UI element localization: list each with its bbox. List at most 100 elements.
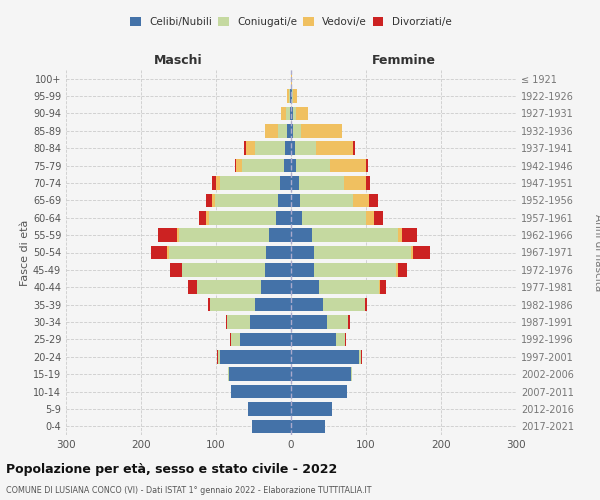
Bar bbox=[215, 194, 278, 207]
Bar bbox=[231, 332, 240, 346]
Bar bbox=[284, 159, 291, 172]
Legend: Celibi/Nubili, Coniugati/e, Vedovi/e, Divorziati/e: Celibi/Nubili, Coniugati/e, Vedovi/e, Di… bbox=[130, 17, 452, 27]
Bar bbox=[177, 228, 179, 242]
Bar bbox=[369, 194, 378, 207]
Bar bbox=[291, 124, 293, 138]
Bar bbox=[218, 350, 220, 364]
Bar bbox=[212, 194, 215, 207]
Bar bbox=[291, 90, 292, 103]
Bar bbox=[314, 263, 396, 276]
Bar bbox=[289, 90, 290, 103]
Text: Maschi: Maschi bbox=[154, 54, 203, 66]
Bar bbox=[290, 106, 291, 120]
Bar bbox=[330, 159, 366, 172]
Bar bbox=[217, 350, 218, 364]
Bar bbox=[353, 142, 355, 155]
Bar bbox=[280, 176, 291, 190]
Bar bbox=[291, 350, 359, 364]
Bar bbox=[366, 211, 373, 224]
Bar bbox=[278, 124, 287, 138]
Bar bbox=[231, 385, 291, 398]
Bar bbox=[291, 228, 312, 242]
Bar bbox=[226, 315, 227, 329]
Bar bbox=[265, 124, 278, 138]
Text: Femmine: Femmine bbox=[371, 54, 436, 66]
Bar bbox=[220, 176, 280, 190]
Bar bbox=[299, 176, 343, 190]
Bar bbox=[287, 90, 289, 103]
Bar bbox=[291, 332, 336, 346]
Y-axis label: Anni di nascita: Anni di nascita bbox=[593, 214, 600, 291]
Bar bbox=[296, 106, 308, 120]
Bar bbox=[291, 211, 302, 224]
Bar bbox=[246, 142, 255, 155]
Bar bbox=[293, 106, 296, 120]
Bar bbox=[336, 332, 345, 346]
Bar bbox=[229, 368, 291, 381]
Bar bbox=[348, 315, 349, 329]
Bar bbox=[291, 142, 295, 155]
Bar bbox=[250, 315, 291, 329]
Bar bbox=[293, 90, 297, 103]
Bar bbox=[365, 298, 367, 312]
Bar bbox=[373, 211, 383, 224]
Bar bbox=[291, 420, 325, 433]
Bar bbox=[291, 368, 351, 381]
Bar bbox=[411, 246, 413, 260]
Bar bbox=[266, 246, 291, 260]
Bar bbox=[228, 368, 229, 381]
Bar bbox=[323, 298, 365, 312]
Bar bbox=[291, 402, 332, 415]
Bar bbox=[212, 176, 216, 190]
Bar bbox=[255, 142, 285, 155]
Bar bbox=[248, 402, 291, 415]
Bar bbox=[353, 194, 369, 207]
Bar bbox=[269, 228, 291, 242]
Bar bbox=[402, 228, 417, 242]
Bar bbox=[197, 280, 261, 294]
Bar bbox=[199, 211, 206, 224]
Bar bbox=[210, 298, 255, 312]
Bar bbox=[227, 315, 250, 329]
Bar bbox=[182, 263, 265, 276]
Bar bbox=[291, 280, 319, 294]
Bar bbox=[345, 332, 346, 346]
Bar bbox=[366, 176, 370, 190]
Bar bbox=[278, 194, 291, 207]
Bar bbox=[302, 211, 366, 224]
Bar bbox=[252, 420, 291, 433]
Bar bbox=[216, 176, 220, 190]
Bar bbox=[396, 263, 398, 276]
Bar bbox=[291, 385, 347, 398]
Bar bbox=[291, 194, 300, 207]
Bar bbox=[359, 350, 361, 364]
Bar bbox=[380, 280, 386, 294]
Bar bbox=[312, 228, 398, 242]
Text: Popolazione per età, sesso e stato civile - 2022: Popolazione per età, sesso e stato civil… bbox=[6, 462, 337, 475]
Text: COMUNE DI LUSIANA CONCO (VI) - Dati ISTAT 1° gennaio 2022 - Elaborazione TUTTITA: COMUNE DI LUSIANA CONCO (VI) - Dati ISTA… bbox=[6, 486, 371, 495]
Bar bbox=[236, 159, 242, 172]
Bar bbox=[314, 246, 411, 260]
Bar bbox=[290, 90, 291, 103]
Bar bbox=[265, 263, 291, 276]
Bar bbox=[179, 228, 269, 242]
Bar bbox=[188, 280, 197, 294]
Bar bbox=[240, 332, 291, 346]
Bar bbox=[276, 211, 291, 224]
Bar bbox=[300, 194, 353, 207]
Bar bbox=[291, 246, 314, 260]
Bar bbox=[158, 228, 177, 242]
Bar bbox=[291, 72, 292, 86]
Bar bbox=[229, 332, 231, 346]
Bar bbox=[208, 298, 210, 312]
Bar bbox=[316, 142, 353, 155]
Bar bbox=[319, 280, 379, 294]
Y-axis label: Fasce di età: Fasce di età bbox=[20, 220, 30, 286]
Bar bbox=[169, 246, 266, 260]
Bar bbox=[327, 315, 348, 329]
Bar bbox=[285, 142, 291, 155]
Bar bbox=[293, 124, 301, 138]
Bar bbox=[296, 159, 330, 172]
Bar bbox=[351, 368, 352, 381]
Bar bbox=[242, 159, 284, 172]
